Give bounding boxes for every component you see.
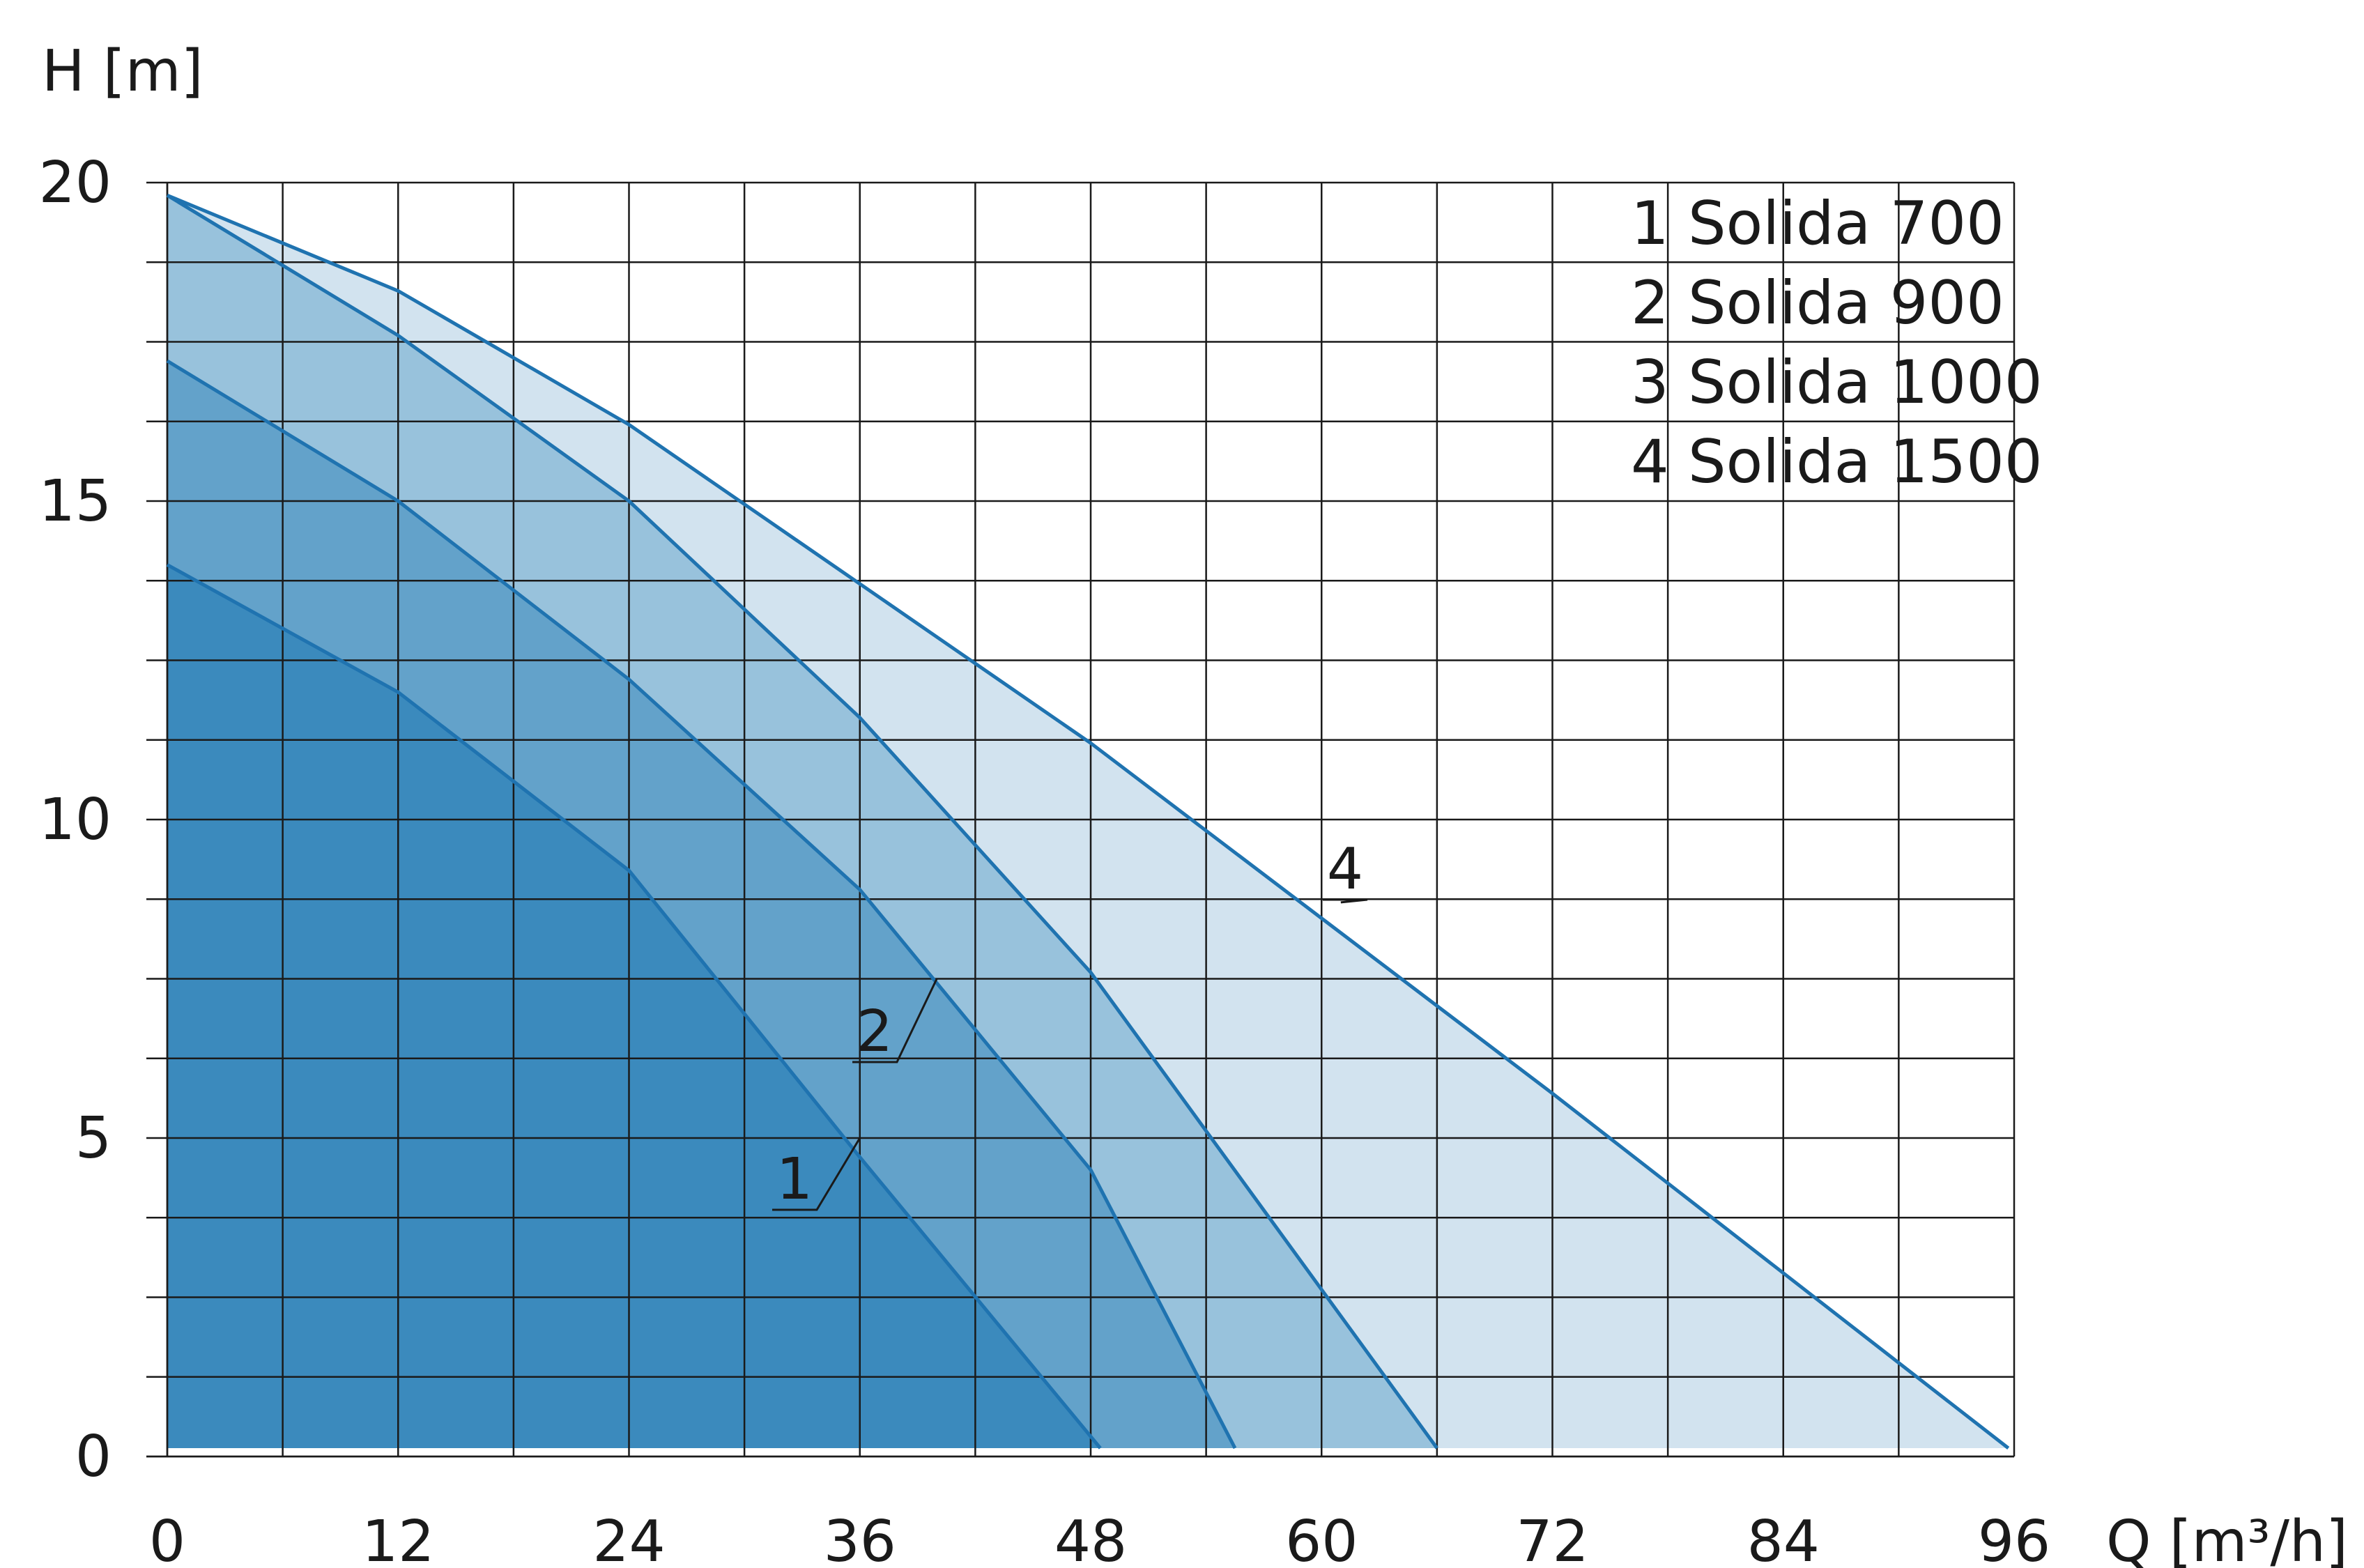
curve-area-1	[167, 564, 1100, 1448]
curve-labels: 1 2 4	[772, 836, 1368, 1213]
curve-label-leader-4	[1323, 898, 1368, 904]
legend-entry: 2 Solida 900	[1631, 268, 2004, 338]
curve-label-1: 1	[776, 1146, 813, 1213]
x-tick-label: 84	[1747, 1509, 1820, 1568]
y-tick-label: 10	[39, 787, 112, 853]
legend-entry: 4 Solida 1500	[1631, 427, 2043, 497]
legend-entry: 3 Solida 1000	[1631, 348, 2043, 417]
x-tick-label: 36	[824, 1509, 896, 1568]
x-tick-label: 48	[1054, 1509, 1127, 1568]
curve-line-1	[166, 563, 1102, 1450]
x-axis-label: Q [m³/h]	[2106, 1509, 2348, 1568]
y-tick-label: 15	[39, 468, 112, 535]
curve-line-3	[166, 194, 1438, 1450]
curve-label-leader-1	[772, 1137, 861, 1211]
x-tick-label: 12	[362, 1509, 434, 1568]
curve-line-2	[166, 359, 1237, 1450]
grid	[146, 181, 2016, 1458]
y-axis-label: H [m]	[42, 38, 204, 105]
curve-label-leader-2	[852, 978, 938, 1063]
legend-entry: 1 Solida 700	[1631, 189, 2004, 259]
legend: 1 Solida 700 2 Solida 900 3 Solida 1000 …	[1631, 189, 2043, 497]
curve-areas	[167, 195, 2009, 1449]
x-tick-label: 60	[1285, 1509, 1358, 1568]
x-tick-label: 72	[1516, 1509, 1588, 1568]
x-tick-label: 24	[592, 1509, 665, 1568]
x-tick-label: 96	[1978, 1509, 2050, 1568]
y-tick-label: 5	[75, 1105, 112, 1171]
curve-label-4: 4	[1327, 836, 1363, 902]
x-tick-label: 0	[149, 1509, 185, 1568]
curve-label-2: 2	[857, 999, 893, 1065]
curve-line-4	[167, 193, 2010, 1450]
y-tick-label: 20	[39, 150, 112, 216]
y-tick-label: 0	[75, 1424, 112, 1490]
curve-lines	[166, 193, 2010, 1450]
